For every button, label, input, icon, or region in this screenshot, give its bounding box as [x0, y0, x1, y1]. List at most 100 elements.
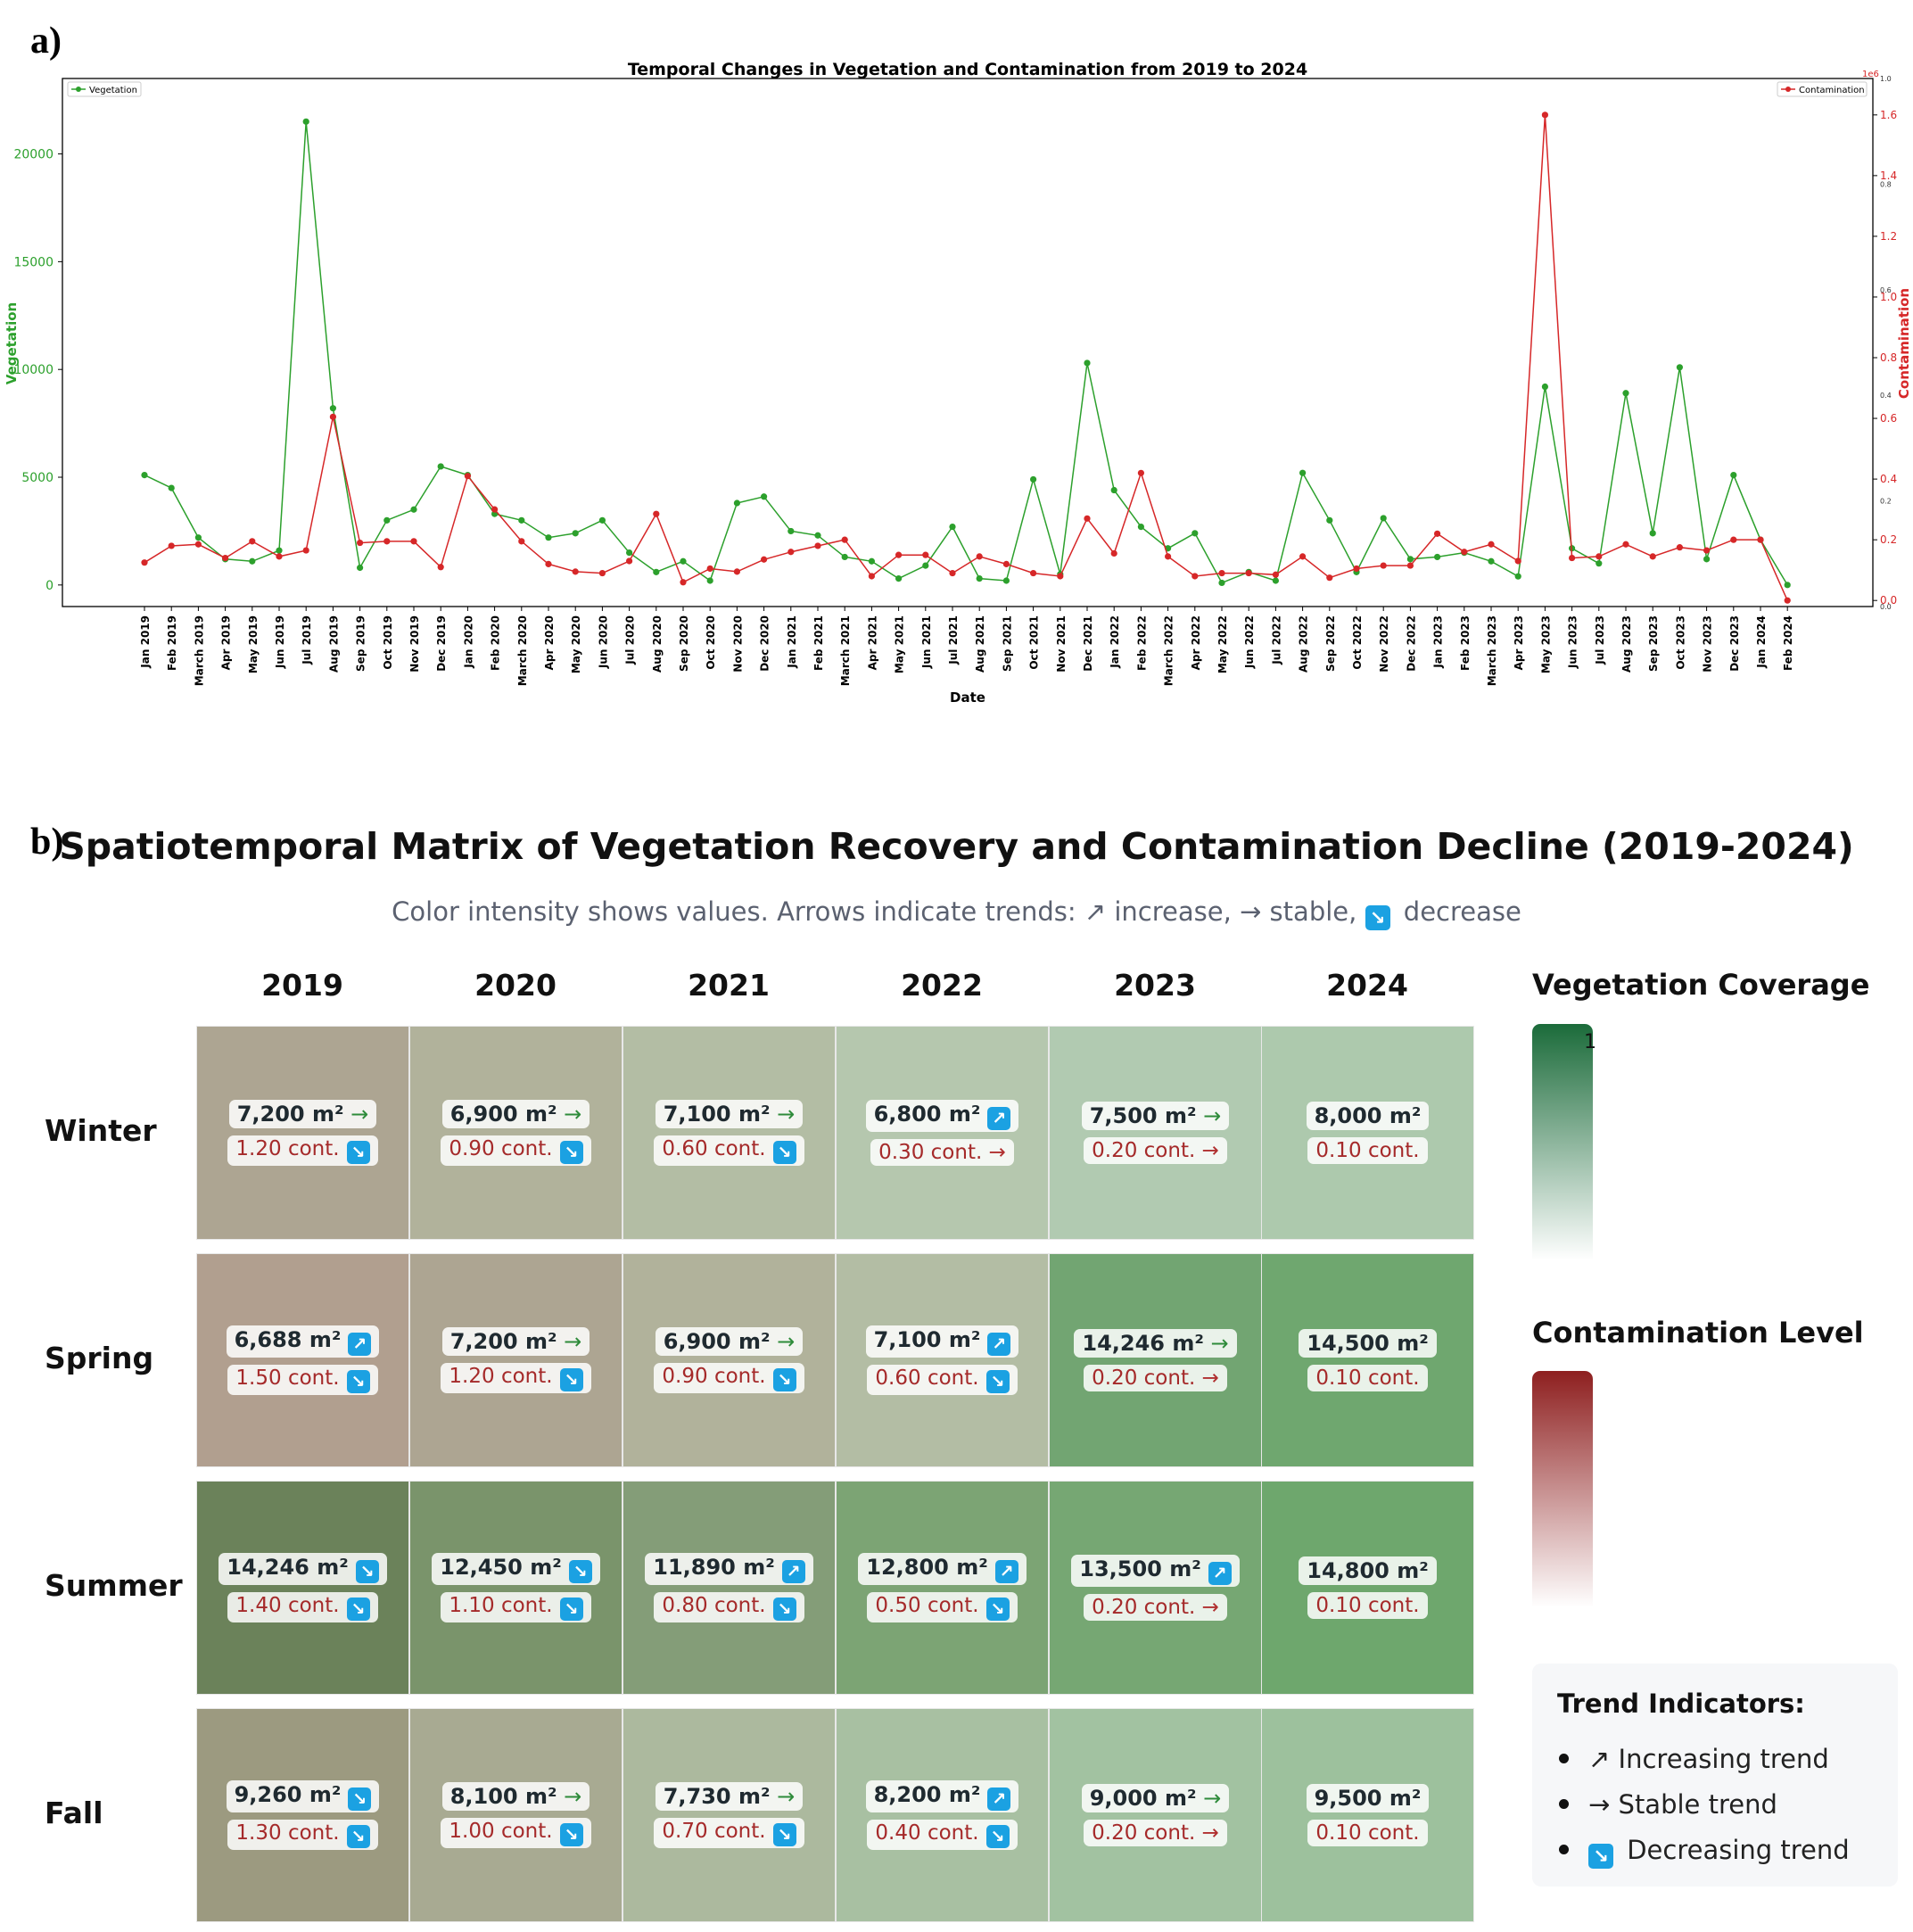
trend-indicators-title: Trend Indicators:: [1557, 1688, 1805, 1719]
chart-title: Temporal Changes in Vegetation and Conta…: [628, 60, 1307, 79]
down-arrow-icon: ↘: [346, 1141, 370, 1164]
contamination-value: 1.00 cont.: [449, 1820, 553, 1843]
vegetation-point: [949, 523, 956, 531]
matrix-cell: 14,800 m² 0.10 cont.: [1261, 1481, 1474, 1695]
contamination-point: [222, 554, 229, 562]
contamination-value: 1.20 cont.: [449, 1365, 553, 1388]
vegetation-point: [357, 564, 364, 572]
contamination-point: [814, 542, 821, 549]
right-axis-exponent: 1e6: [1862, 70, 1879, 79]
line-chart: Temporal Changes in Vegetation and Conta…: [4, 60, 1912, 706]
x-tick-label: Jun 2020: [597, 615, 609, 669]
right-minor-tick-label: 0.2: [1880, 498, 1892, 506]
right-arrow-icon: →: [1196, 1786, 1222, 1811]
matrix-cell: 7,500 m² → 0.20 cont. →: [1049, 1026, 1262, 1240]
matrix-subtitle: Color intensity shows values. Arrows ind…: [0, 896, 1913, 930]
season-label: Winter: [45, 1113, 157, 1148]
down-arrow-icon: ↘: [985, 1598, 1010, 1621]
right-arrow-icon: →: [557, 1329, 582, 1354]
left-y-axis-label: Vegetation: [4, 302, 20, 384]
trend-item-decreasing: ↘ Decreasing trend: [1559, 1835, 1850, 1869]
right-tick-label: 1.4: [1880, 169, 1897, 182]
vegetation-point: [329, 405, 336, 412]
up-arrow-icon: ↗: [987, 1333, 1011, 1356]
vegetation-point: [1541, 383, 1548, 391]
x-tick-label: Jun 2021: [920, 615, 933, 669]
trend-item-increasing: ↗ Increasing trend: [1559, 1744, 1829, 1774]
vegetation-point: [1192, 530, 1199, 537]
subtitle-prefix: Color intensity shows values. Arrows ind…: [392, 896, 1084, 927]
vegetation-point: [841, 553, 848, 561]
vegetation-value: 9,500 m²: [1314, 1786, 1422, 1811]
cell-content: 9,260 m² ↘ 1.30 cont. ↘: [197, 1777, 408, 1854]
contamination-point: [1165, 553, 1172, 560]
vegetation-point: [598, 516, 606, 524]
contamination-point: [895, 551, 903, 558]
vegetation-point: [1380, 515, 1387, 522]
contamination-value: 0.10 cont.: [1315, 1366, 1420, 1390]
cell-content: 9,500 m² 0.10 cont.: [1262, 1780, 1473, 1850]
vegetation-point: [814, 532, 821, 539]
contamination-point: [518, 538, 525, 545]
x-tick-label: Sep 2023: [1647, 615, 1660, 672]
vegetation-gradient-tick: 1: [1584, 1031, 1596, 1053]
x-tick-label: March 2021: [839, 615, 852, 686]
down-arrow-icon: ↘: [1365, 905, 1390, 930]
panel-label-a: a): [30, 21, 62, 62]
vegetation-value-pill: 11,890 m² ↗: [645, 1553, 813, 1585]
x-ticks: Jan 2019 Feb 2019 March 2019 Apr 2019 May 20…: [139, 607, 1794, 686]
contamination-value: 0.70 cont.: [662, 1820, 766, 1843]
matrix-cell: 8,200 m² ↗ 0.40 cont. ↘: [836, 1708, 1049, 1922]
contamination-line: [144, 114, 1788, 601]
contamination-value: 0.10 cont.: [1315, 1594, 1420, 1617]
cell-content: 7,100 m² → 0.60 cont. ↘: [623, 1096, 835, 1169]
contamination-value-pill: 0.90 cont. ↘: [654, 1363, 804, 1393]
x-tick-label: Sep 2022: [1324, 615, 1337, 672]
contamination-value-pill: 0.70 cont. ↘: [654, 1818, 804, 1848]
series-group: [141, 111, 1791, 604]
x-tick-label: Jun 2019: [274, 615, 286, 669]
contamination-value-pill: 0.40 cont. ↘: [867, 1820, 1018, 1850]
x-tick-label: May 2023: [1539, 615, 1552, 673]
x-tick-label: Jan 2022: [1109, 615, 1121, 669]
contamination-value-pill: 0.20 cont. →: [1084, 1594, 1227, 1621]
x-tick-label: Feb 2024: [1782, 615, 1794, 671]
subtitle-up-text: increase,: [1106, 896, 1241, 927]
contamination-point: [329, 413, 336, 420]
vegetation-point: [680, 557, 687, 565]
vegetation-value-pill: 8,100 m² →: [441, 1782, 590, 1811]
vegetation-value: 7,200 m²: [449, 1329, 557, 1354]
x-tick-label: Aug 2022: [1298, 615, 1310, 673]
right-arrow-icon: →: [557, 1102, 582, 1127]
contamination-value-pill: 0.80 cont. ↘: [654, 1592, 804, 1622]
contamination-point: [1730, 536, 1737, 543]
right-tick-label: 1.0: [1880, 291, 1897, 303]
vegetation-point: [1002, 577, 1010, 584]
x-tick-label: Jan 2021: [786, 615, 798, 669]
bullet-icon: [1559, 1799, 1569, 1809]
down-arrow-icon: ↘: [985, 1825, 1010, 1848]
x-tick-label: Apr 2023: [1513, 615, 1525, 670]
vegetation-value: 7,730 m²: [663, 1784, 771, 1809]
contamination-value-pill: 0.30 cont. →: [870, 1139, 1014, 1166]
vegetation-value-pill: 6,900 m² →: [441, 1100, 590, 1128]
x-tick-label: Dec 2020: [759, 615, 771, 672]
contamination-point: [1622, 541, 1629, 548]
contamination-point: [1569, 554, 1576, 562]
contamination-point: [1514, 557, 1521, 565]
x-tick-label: Feb 2022: [1135, 615, 1148, 671]
right-tick-label: 0.6: [1880, 412, 1897, 425]
x-tick-label: Nov 2022: [1378, 615, 1390, 673]
vegetation-value: 8,100 m²: [449, 1784, 557, 1809]
up-arrow-icon: ↗: [348, 1333, 372, 1356]
matrix-title: Spatiotemporal Matrix of Vegetation Reco…: [59, 825, 1854, 868]
contamination-value: 0.60 cont.: [875, 1366, 979, 1390]
matrix-cell: 12,800 m² ↗ 0.50 cont. ↘: [836, 1481, 1049, 1695]
vegetation-point: [1084, 359, 1091, 367]
x-tick-label: Aug 2021: [974, 615, 986, 673]
contamination-value-pill: 1.50 cont. ↘: [227, 1365, 378, 1395]
vegetation-point: [1649, 530, 1656, 537]
contamination-value-pill: 0.60 cont. ↘: [654, 1135, 804, 1166]
trend-label-decreasing: Decreasing trend: [1619, 1835, 1850, 1865]
vegetation-point: [437, 463, 444, 470]
